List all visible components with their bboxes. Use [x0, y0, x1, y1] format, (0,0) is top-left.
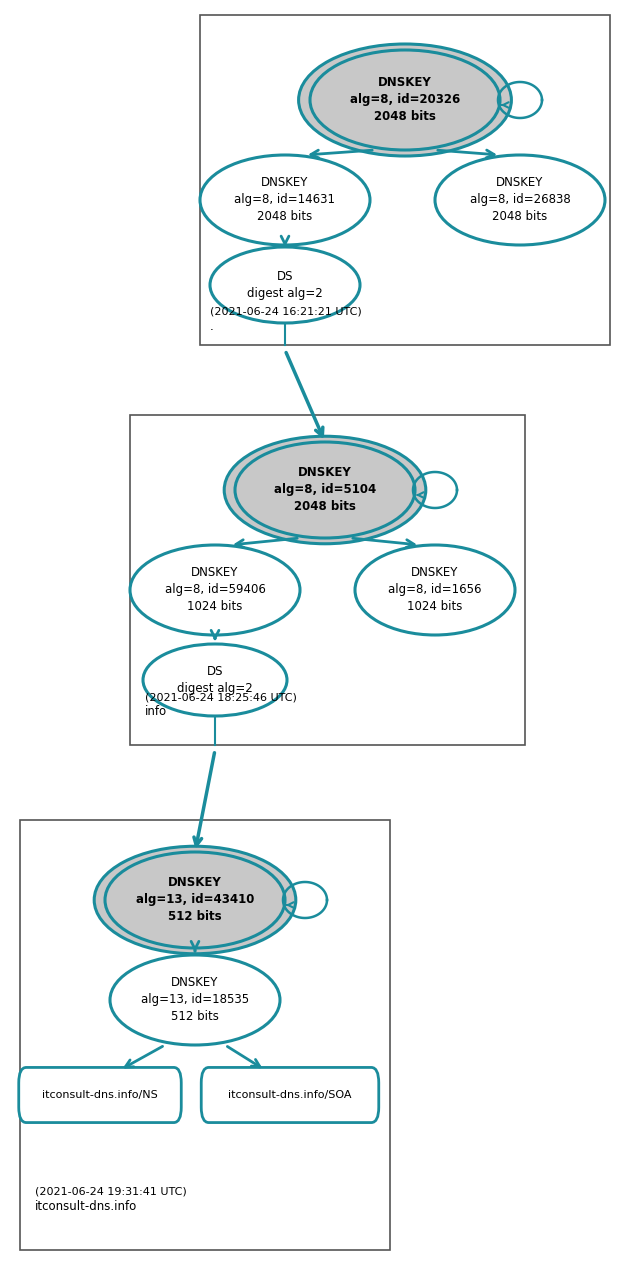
Text: DNSKEY
alg=8, id=5104
2048 bits: DNSKEY alg=8, id=5104 2048 bits [274, 466, 376, 514]
Ellipse shape [224, 436, 426, 543]
Ellipse shape [143, 644, 287, 716]
Text: DNSKEY
alg=8, id=59406
1024 bits: DNSKEY alg=8, id=59406 1024 bits [165, 566, 265, 613]
Text: DNSKEY
alg=8, id=1656
1024 bits: DNSKEY alg=8, id=1656 1024 bits [388, 566, 482, 613]
Text: DS
digest alg=2: DS digest alg=2 [177, 665, 253, 695]
Text: DNSKEY
alg=8, id=26838
2048 bits: DNSKEY alg=8, id=26838 2048 bits [470, 176, 571, 224]
Text: .: . [210, 320, 214, 334]
Text: itconsult-dns.info: itconsult-dns.info [35, 1200, 137, 1213]
Ellipse shape [94, 846, 296, 953]
Text: DS
digest alg=2: DS digest alg=2 [247, 270, 323, 300]
Text: itconsult-dns.info/SOA: itconsult-dns.info/SOA [228, 1090, 352, 1100]
FancyBboxPatch shape [19, 1067, 181, 1122]
Ellipse shape [130, 544, 300, 635]
Ellipse shape [235, 442, 415, 538]
Text: DNSKEY
alg=8, id=14631
2048 bits: DNSKEY alg=8, id=14631 2048 bits [235, 176, 335, 224]
Text: DNSKEY
alg=13, id=43410
512 bits: DNSKEY alg=13, id=43410 512 bits [136, 877, 254, 924]
Text: info: info [145, 705, 167, 718]
Text: (2021-06-24 16:21:21 UTC): (2021-06-24 16:21:21 UTC) [210, 307, 362, 317]
Ellipse shape [310, 50, 500, 150]
Ellipse shape [299, 43, 511, 156]
Ellipse shape [110, 955, 280, 1045]
Bar [130, 415, 525, 745]
Ellipse shape [200, 155, 370, 245]
Text: (2021-06-24 18:25:46 UTC): (2021-06-24 18:25:46 UTC) [145, 691, 297, 702]
Ellipse shape [355, 544, 515, 635]
Text: DNSKEY
alg=8, id=20326
2048 bits: DNSKEY alg=8, id=20326 2048 bits [350, 77, 460, 124]
Ellipse shape [210, 247, 360, 323]
Text: itconsult-dns.info/NS: itconsult-dns.info/NS [42, 1090, 158, 1100]
Ellipse shape [435, 155, 605, 245]
Bar [20, 820, 390, 1250]
FancyBboxPatch shape [201, 1067, 379, 1122]
Text: (2021-06-24 19:31:41 UTC): (2021-06-24 19:31:41 UTC) [35, 1187, 187, 1197]
Ellipse shape [105, 852, 285, 948]
Bar [200, 15, 610, 345]
Text: DNSKEY
alg=13, id=18535
512 bits: DNSKEY alg=13, id=18535 512 bits [141, 976, 249, 1024]
